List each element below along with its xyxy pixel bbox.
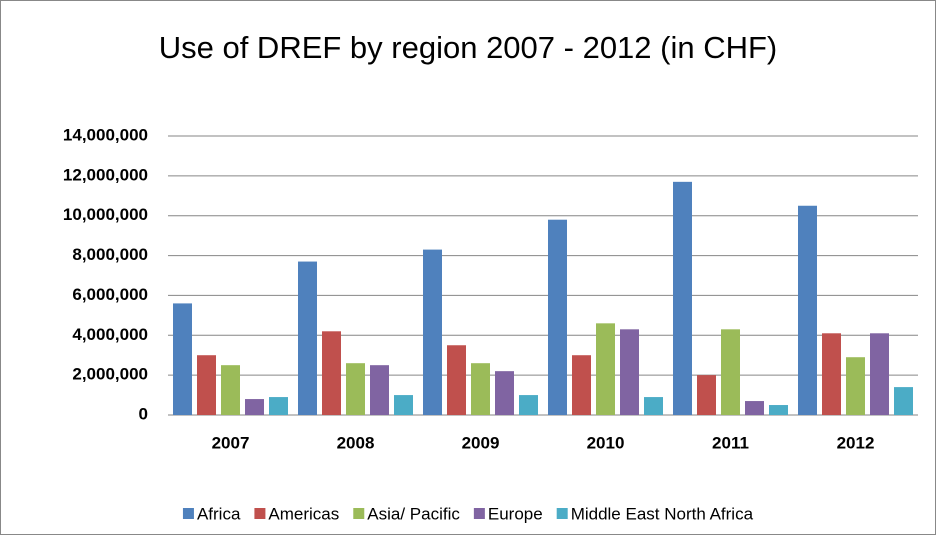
bar [697,375,716,415]
y-tick-label: 4,000,000 [72,325,148,344]
bar [322,331,341,415]
y-tick-label: 0 [139,404,148,423]
bar [173,303,192,415]
legend-label: Middle East North Africa [571,504,754,523]
y-tick-label: 2,000,000 [72,365,148,384]
bar [370,365,389,415]
bar [245,399,264,415]
bar [745,401,764,415]
bar [620,329,639,415]
bar [221,365,240,415]
bar [394,395,413,415]
bar [519,395,538,415]
x-tick-label: 2012 [837,433,875,452]
legend-swatch [473,508,485,519]
bar [798,205,817,415]
legend-label: Americas [268,504,339,523]
x-tick-label: 2010 [587,433,625,452]
bar [644,397,663,415]
legend-swatch [254,508,266,519]
bar [298,261,317,415]
legend-swatch [556,508,568,519]
legend-swatch [182,508,194,519]
x-tick-label: 2007 [212,433,250,452]
y-tick-label: 8,000,000 [72,245,148,264]
bar [495,371,514,415]
y-tick-label: 6,000,000 [72,285,148,304]
bar [894,387,913,415]
bar [197,355,216,415]
bar [846,357,865,415]
bar [269,397,288,415]
legend-swatch [353,508,365,519]
x-tick-label: 2009 [462,433,500,452]
y-tick-label: 12,000,000 [63,165,148,184]
bar [673,181,692,415]
chart-title: Use of DREF by region 2007 - 2012 (in CH… [159,30,778,65]
y-tick-label: 10,000,000 [63,205,148,224]
bar [447,345,466,415]
y-tick-label: 14,000,000 [63,125,148,144]
bar [471,363,490,415]
legend-label: Africa [197,504,241,523]
x-tick-label: 2008 [337,433,375,452]
legend-label: Europe [488,504,543,523]
x-tick-label: 2011 [712,433,749,452]
bar [548,219,567,415]
bar [596,323,615,415]
bar [870,333,889,415]
bar [769,405,788,415]
bar [822,333,841,415]
bar [346,363,365,415]
bar [572,355,591,415]
bar [423,249,442,415]
legend-label: Asia/ Pacific [367,504,460,523]
bar [721,329,740,415]
